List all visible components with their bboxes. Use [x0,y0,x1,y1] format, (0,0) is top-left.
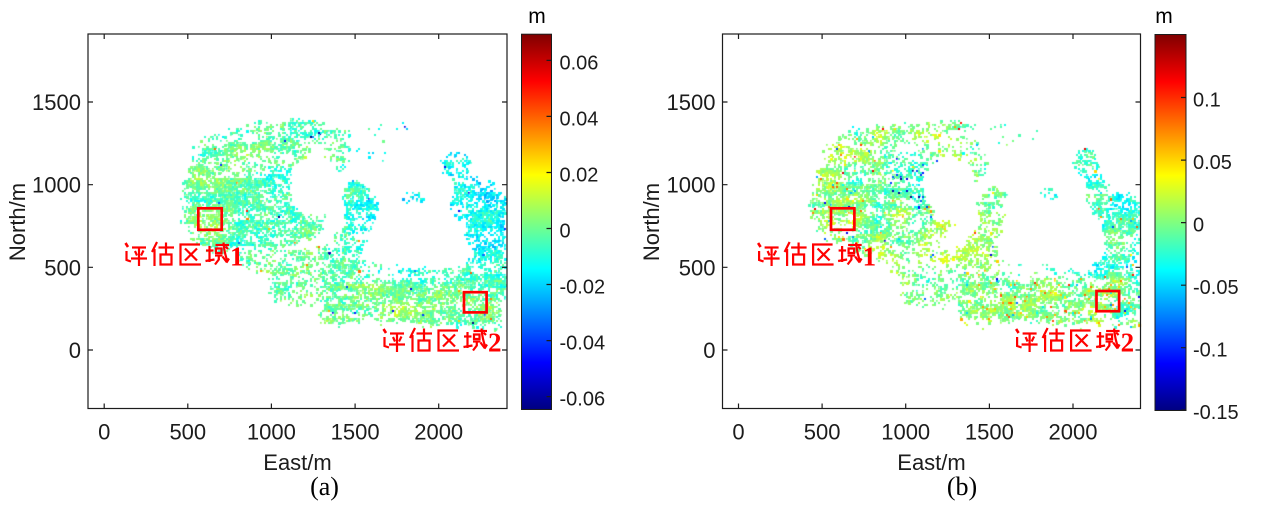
svg-text:500: 500 [679,255,716,280]
svg-text:1000: 1000 [32,173,81,198]
svg-text:-0.1: -0.1 [1193,340,1227,362]
svg-text:(a): (a) [310,472,339,501]
svg-text:m: m [528,5,546,28]
svg-text:0: 0 [1193,215,1204,237]
svg-text:1500: 1500 [32,90,81,115]
svg-text:2: 2 [488,328,502,358]
svg-text:1: 1 [230,242,244,272]
svg-text:0: 0 [703,338,715,363]
svg-text:1500: 1500 [965,420,1014,445]
svg-text:North/m: North/m [639,183,664,261]
svg-text:0.04: 0.04 [560,108,599,130]
svg-text:0.06: 0.06 [560,52,599,74]
svg-text:East/m: East/m [897,450,965,475]
svg-text:m: m [1155,5,1173,28]
svg-text:1500: 1500 [667,90,716,115]
svg-text:0.1: 0.1 [1193,90,1221,112]
svg-text:-0.02: -0.02 [560,277,606,299]
svg-text:1000: 1000 [247,420,296,445]
svg-text:North/m: North/m [5,183,30,261]
svg-text:2000: 2000 [1049,420,1098,445]
svg-text:-0.15: -0.15 [1193,402,1239,424]
svg-text:-0.04: -0.04 [560,333,606,355]
svg-text:500: 500 [804,420,841,445]
svg-text:(b): (b) [947,472,977,501]
svg-text:0: 0 [560,221,571,243]
svg-text:500: 500 [44,255,81,280]
svg-text:1000: 1000 [667,173,716,198]
svg-text:2000: 2000 [414,420,463,445]
svg-text:1500: 1500 [331,420,380,445]
svg-text:0: 0 [98,420,110,445]
svg-text:0: 0 [732,420,744,445]
svg-text:-0.05: -0.05 [1193,277,1239,299]
svg-text:-0.06: -0.06 [560,389,606,411]
svg-text:East/m: East/m [263,450,331,475]
svg-text:0.02: 0.02 [560,165,599,187]
svg-text:1: 1 [863,242,877,272]
svg-text:1000: 1000 [881,420,930,445]
svg-text:0.05: 0.05 [1193,152,1232,174]
svg-text:500: 500 [169,420,206,445]
svg-text:0: 0 [69,338,81,363]
svg-text:2: 2 [1121,328,1135,358]
